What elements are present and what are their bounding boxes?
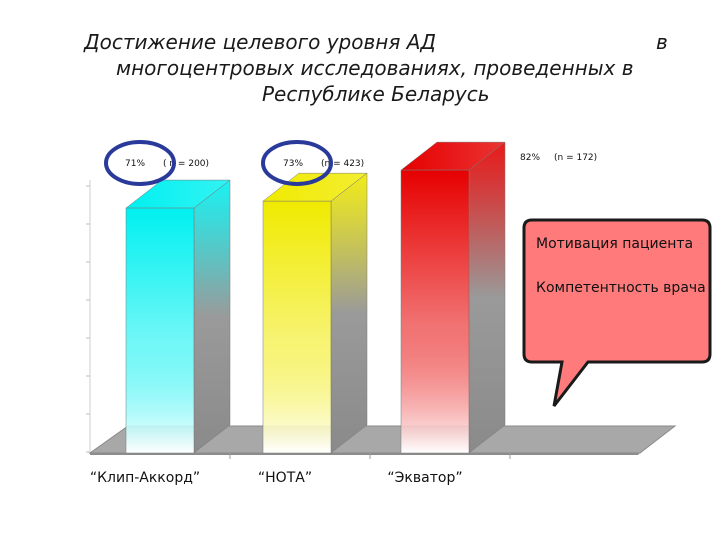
bar-side [468,141,506,454]
bar-front [125,207,195,454]
sample-label: ( n = 200) [163,159,209,169]
bar-1 [125,179,231,454]
category-label: “Экватор” [387,470,462,486]
callout-shape [522,218,712,407]
bar-front [400,169,470,454]
chart-axes [86,180,91,453]
bar-3 [400,141,506,454]
value-label: 71% [125,159,145,169]
chart-title: Достижение целевого уровня АД в многоцен… [78,26,678,106]
category-label: “Клип-Аккорд” [90,470,200,486]
title-line-2: многоцентровых исследованиях, проведенны… [116,56,634,80]
bar-labels: “Клип-Аккорд” 71% ( n = 200) “НОТА” 73% (n = … [90,140,597,486]
highlight-circle [104,140,176,186]
bar-side [193,179,231,454]
title-line-1: Достижение целевого уровня АД [84,30,437,54]
floor-edge [90,453,640,455]
bars [125,141,506,454]
sample-label: (n = 423) [321,159,364,169]
highlight-circle [261,140,333,186]
callout-line-1: Мотивация пациента [536,236,694,252]
bar-2 [262,172,368,454]
sample-label: (n = 172) [554,153,597,163]
title-line-1-tail: в [656,30,668,54]
bar-side [330,172,368,454]
category-label: “НОТА” [258,470,312,486]
value-label: 82% [520,153,540,163]
title-line-3: Республике Беларусь [262,82,490,106]
callout-box: Мотивация пациента Компетентность врача [522,218,712,407]
bar-front [262,200,332,454]
value-label: 73% [283,159,303,169]
callout-line-2: Компетентность врача [536,280,706,296]
